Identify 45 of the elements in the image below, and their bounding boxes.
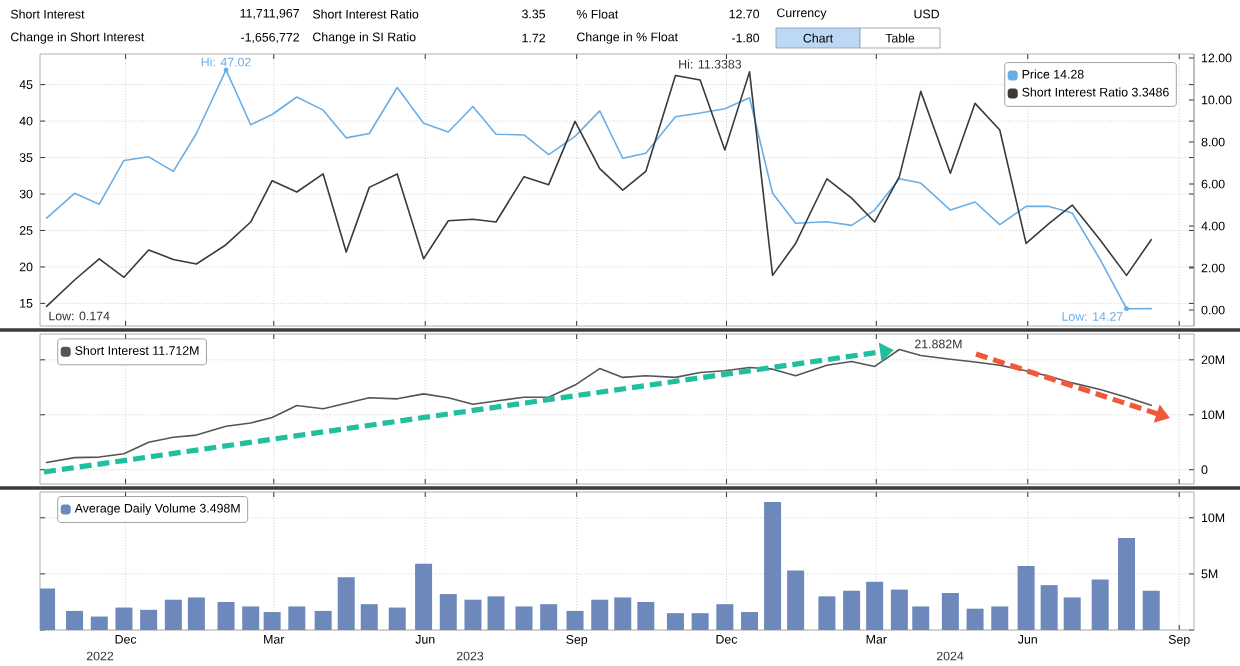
bar	[439, 594, 457, 630]
bar	[388, 607, 406, 630]
bar	[941, 592, 959, 630]
bar	[515, 606, 533, 630]
bar	[666, 613, 684, 630]
bar	[464, 599, 482, 630]
bar	[591, 599, 609, 630]
bar	[787, 570, 805, 630]
bar	[540, 604, 558, 630]
bar	[716, 604, 734, 630]
bar	[637, 601, 655, 630]
bar	[217, 601, 235, 630]
bar	[966, 608, 984, 630]
bar	[337, 577, 355, 630]
bar	[741, 612, 759, 630]
bar	[1118, 538, 1136, 630]
bar	[242, 606, 260, 630]
bar	[90, 616, 108, 630]
bar	[991, 606, 1009, 630]
bar	[164, 599, 182, 630]
bar	[614, 597, 632, 630]
bar	[890, 589, 908, 630]
bar	[843, 590, 861, 630]
bar	[187, 597, 205, 630]
bar	[263, 612, 281, 630]
bar	[415, 563, 433, 630]
bar	[1091, 579, 1109, 630]
bar	[288, 606, 306, 630]
bar	[360, 604, 378, 630]
bar	[140, 609, 158, 630]
bar	[1017, 566, 1035, 630]
bar	[66, 610, 84, 630]
bar	[1040, 585, 1058, 630]
bar	[818, 596, 836, 630]
bar	[566, 610, 584, 630]
bar	[764, 502, 782, 630]
bar	[487, 596, 505, 630]
bar	[1142, 590, 1160, 630]
bar	[40, 588, 56, 630]
bar	[314, 610, 332, 630]
bar	[912, 606, 930, 630]
bar	[115, 607, 133, 630]
bar	[691, 613, 709, 630]
bar	[1063, 597, 1081, 630]
bar	[866, 581, 884, 630]
